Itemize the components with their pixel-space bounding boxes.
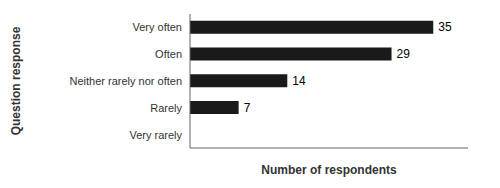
svg-text:Very rarely: Very rarely bbox=[129, 129, 182, 141]
svg-text:7: 7 bbox=[244, 101, 251, 115]
svg-text:Question response: Question response bbox=[9, 26, 23, 135]
svg-text:14: 14 bbox=[292, 74, 306, 88]
svg-text:Neither rarely nor often: Neither rarely nor often bbox=[70, 75, 183, 87]
svg-text:Very often: Very often bbox=[132, 21, 182, 33]
svg-text:35: 35 bbox=[438, 20, 452, 34]
svg-text:Number of respondents: Number of respondents bbox=[261, 163, 397, 177]
svg-text:29: 29 bbox=[397, 47, 411, 61]
svg-text:Often: Often bbox=[155, 48, 182, 60]
svg-text:Rarely: Rarely bbox=[150, 102, 182, 114]
